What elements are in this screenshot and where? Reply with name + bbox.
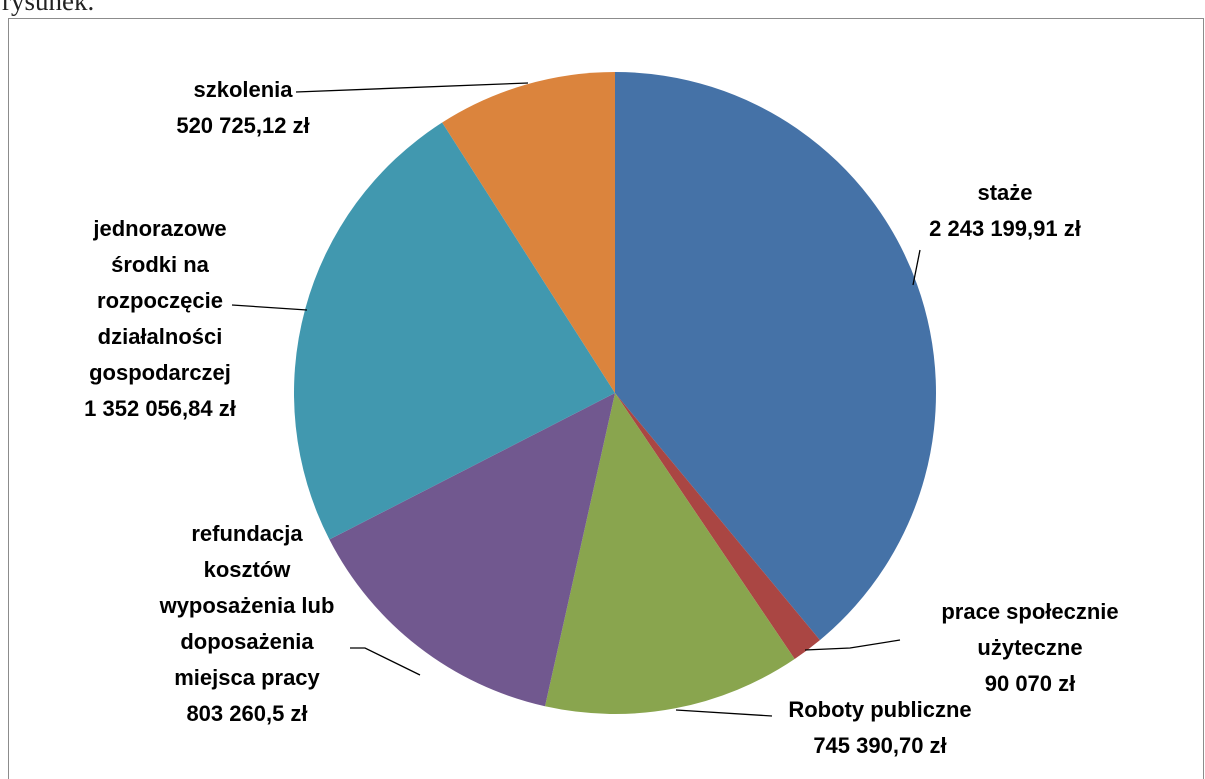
slice-label: szkolenia 520 725,12 zł [176, 72, 309, 144]
pie-slice [615, 72, 936, 641]
leader-line [350, 647, 421, 676]
pie-slice [442, 72, 615, 393]
category-label: szkolenia [193, 77, 293, 102]
leader-line [804, 639, 901, 651]
slice-label: prace społecznie użyteczne 90 070 zł [941, 594, 1118, 702]
category-label: Roboty publiczne [788, 697, 972, 722]
pie-slice [294, 122, 615, 540]
slice-label: staże 2 243 199,91 zł [929, 175, 1081, 247]
value-label: 2 243 199,91 zł [929, 216, 1081, 241]
slice-label: refundacja kosztów wyposażenia lub dopos… [160, 516, 335, 732]
leader-line [231, 304, 308, 311]
pie-slice [615, 393, 820, 660]
caption-fragment: rysunek. [2, 0, 95, 16]
category-label: prace społecznie użyteczne [941, 599, 1119, 660]
leader-line [295, 82, 529, 93]
slice-label: jednorazowe środki na rozpoczęcie działa… [84, 211, 236, 427]
leader-line [675, 709, 773, 717]
value-label: 90 070 zł [984, 671, 1076, 696]
chart-frame [8, 18, 1204, 779]
value-label: 745 390,70 zł [813, 733, 947, 758]
category-label: jednorazowe środki na rozpoczęcie działa… [89, 216, 231, 385]
pie-slice [545, 393, 795, 714]
category-label: refundacja kosztów wyposażenia lub dopos… [159, 521, 335, 690]
pie-slice [329, 393, 615, 707]
category-label: staże [977, 180, 1033, 205]
slice-label: Roboty publiczne 745 390,70 zł [788, 692, 971, 764]
value-label: 1 352 056,84 zł [84, 396, 236, 421]
value-label: 803 260,5 zł [186, 701, 308, 726]
value-label: 520 725,12 zł [176, 113, 310, 138]
leader-line [912, 249, 921, 286]
